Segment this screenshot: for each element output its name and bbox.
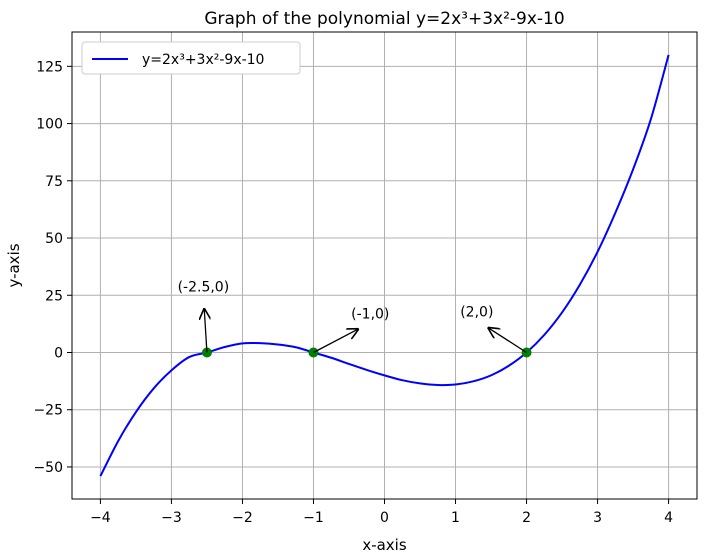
annotation-arrow [313,329,357,354]
annotation-arrow [204,309,207,353]
annotation-label: (-2.5,0) [178,279,230,295]
x-tick-label: −2 [232,510,253,526]
x-tick-label: 2 [522,510,531,526]
x-tick-label: 0 [380,510,389,526]
annotation-arrow [489,328,527,354]
annotations: (-2.5,0) (-1,0) (2,0) [178,279,527,354]
grid [72,32,697,499]
series-line [99,54,670,477]
y-axis-label: y-axis [5,243,23,287]
axis-ticks: −4 −3 −2 −1 0 1 2 3 4 −50 −25 0 25 50 75 100 125 [33,59,673,526]
y-tick-label: 125 [36,59,63,75]
x-axis-label: x-axis [362,536,407,554]
x-tick-label: 1 [451,510,460,526]
y-tick-label: 0 [54,345,63,361]
y-tick-label: 100 [36,117,63,133]
legend: y=2x³+3x²-9x-10 [81,41,301,75]
x-tick-label: 3 [593,510,602,526]
x-tick-label: −4 [90,510,111,526]
annotation-label: (-1,0) [351,307,389,323]
y-tick-label: 75 [45,174,63,190]
y-tick-label: 50 [45,231,63,247]
chart-title: Graph of the polynomial y=2x³+3x²-9x-10 [204,9,564,29]
legend-label: y=2x³+3x²-9x-10 [142,52,264,68]
y-tick-label: 25 [45,288,63,304]
y-tick-label: −50 [33,460,63,476]
x-tick-label: 4 [664,510,673,526]
x-tick-label: −1 [303,510,324,526]
x-tick-label: −3 [161,510,182,526]
legend-box [81,41,301,75]
y-tick-label: −25 [33,403,63,419]
annotation-label: (2,0) [460,304,493,320]
